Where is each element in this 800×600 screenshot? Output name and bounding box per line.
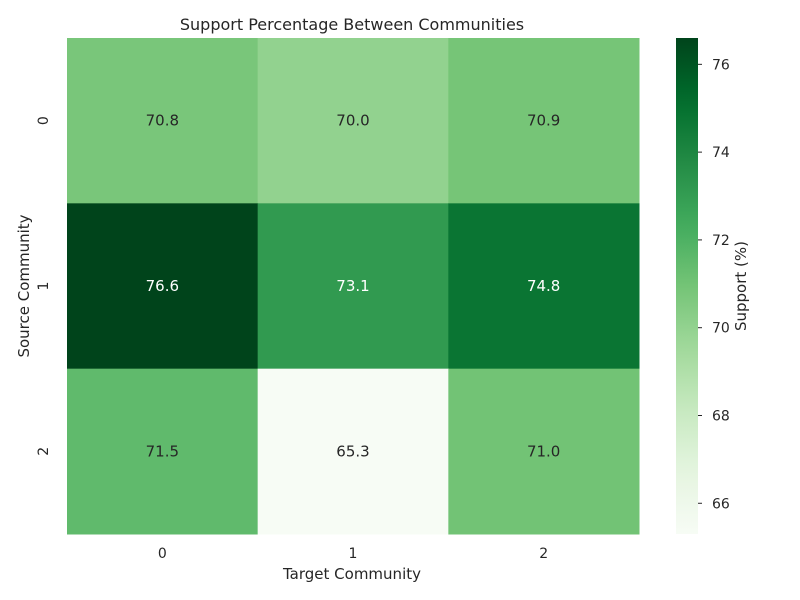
colorbar-tick-label: 74 [712,145,730,161]
y-tick-label: 1 [36,282,52,291]
colorbar-label: Support (%) [732,241,750,331]
colorbar-tick-label: 66 [712,496,730,512]
colorbar-tick-label: 68 [712,408,730,424]
colorbar-gradient [676,38,698,534]
heatmap-cell [67,203,259,370]
x-axis-ticks: 0 1 2 [158,546,548,562]
x-tick-label: 2 [539,546,548,562]
heatmap-cell [257,368,449,535]
heatmap-cell [448,38,640,204]
colorbar-tick-label: 76 [712,57,730,73]
cell-value-label: 74.8 [527,277,560,295]
x-tick-label: 0 [158,546,167,562]
y-tick-label: 2 [36,447,52,456]
cell-value-label: 70.0 [336,112,369,130]
cell-value-label: 73.1 [336,277,369,295]
cell-value-label: 76.6 [146,277,179,295]
cell-value-label: 65.3 [336,442,369,460]
colorbar-ticks: 66 68 70 72 74 76 [698,57,730,512]
y-axis-ticks: 0 1 2 [36,116,52,456]
heatmap-cell [67,368,259,535]
chart-title: Support Percentage Between Communities [180,15,524,34]
cell-value-label: 71.0 [527,442,560,460]
cell-value-label: 70.8 [146,112,179,130]
heatmap-cells [67,38,640,535]
heatmap-cell [448,203,640,370]
y-axis-label: Source Community [15,214,33,357]
heatmap-cell [257,38,449,204]
y-tick-label: 0 [36,116,52,125]
heatmap-cell [257,203,449,370]
colorbar-tick-label: 72 [712,233,730,249]
cell-value-label: 71.5 [146,442,179,460]
heatmap-value-labels: 70.8 70.0 70.9 76.6 73.1 74.8 71.5 65.3 71.0 [146,112,561,461]
colorbar-tick-label: 70 [712,321,730,337]
cell-value-label: 70.9 [527,112,560,130]
heatmap-cell [448,368,640,535]
x-tick-label: 1 [349,546,358,562]
x-axis-label: Target Community [282,565,421,583]
heatmap-cell [67,38,259,204]
colorbar: 66 68 70 72 74 76 Support (%) [676,38,750,534]
